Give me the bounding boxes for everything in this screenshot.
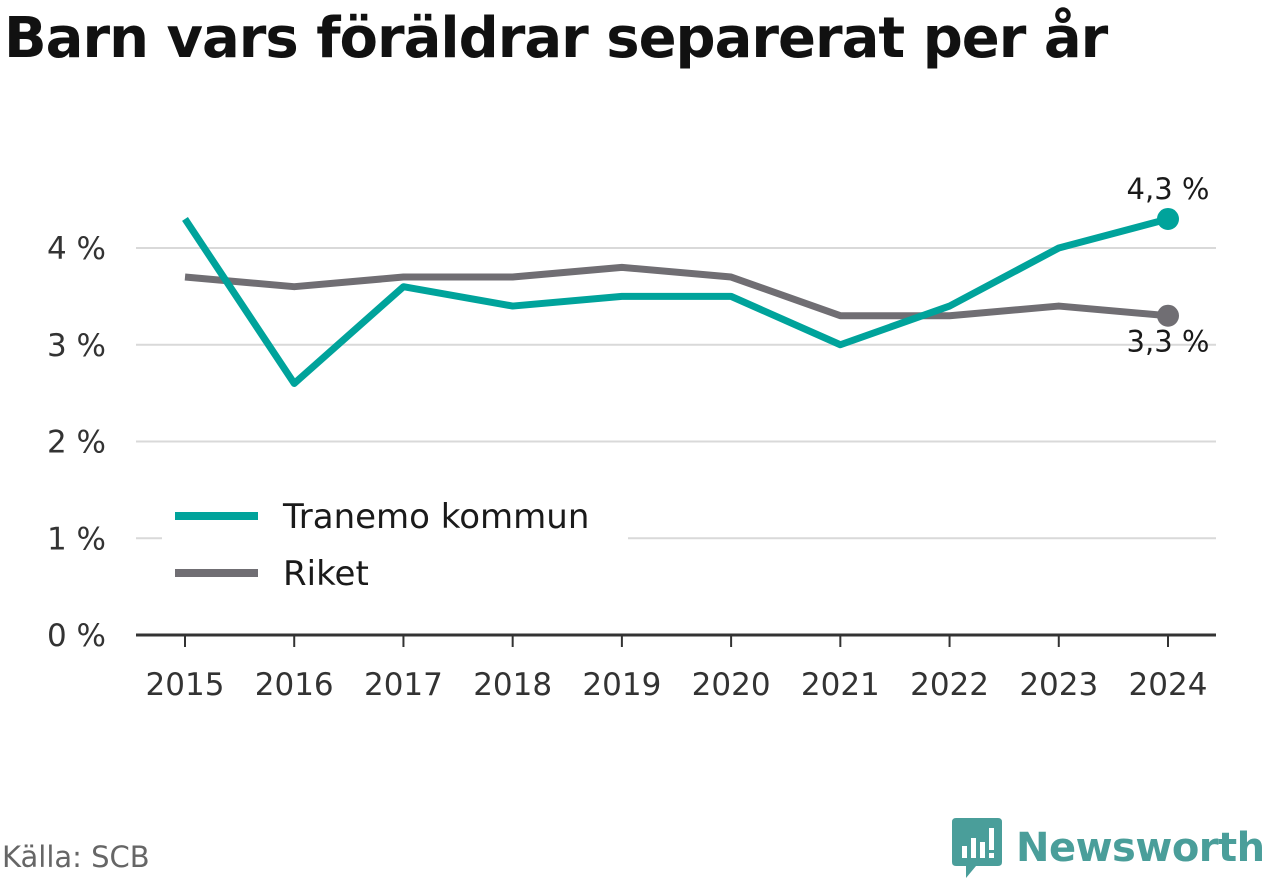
x-tick-label: 2021 xyxy=(801,667,880,703)
end-point-marker xyxy=(1157,304,1179,327)
legend-label: Tranemo kommun xyxy=(282,497,589,537)
y-tick-label: 1 % xyxy=(47,521,106,557)
y-tick-label: 2 % xyxy=(47,425,106,461)
x-tick-label: 2016 xyxy=(255,667,334,703)
end-label: 4,3 % xyxy=(1127,172,1210,206)
source-note: Källa: SCB xyxy=(2,840,150,874)
legend: Tranemo kommun Riket xyxy=(162,488,628,604)
chart-title: Barn vars föräldrar separerat per år xyxy=(4,6,1108,71)
legend-background xyxy=(162,488,628,604)
axes: 0 % 1 % 2 % 3 % 4 % 2015 2016 2017 2018 2019 2020 2… xyxy=(47,231,1216,703)
series-lines: 4,3 % 3,3 % xyxy=(182,172,1210,387)
x-tick-label: 2024 xyxy=(1129,667,1208,703)
y-tick-label: 3 % xyxy=(47,328,106,364)
x-tick-label: 2023 xyxy=(1019,667,1098,703)
end-point-marker xyxy=(1157,207,1179,230)
x-tick-label: 2017 xyxy=(364,667,443,703)
x-tick-label: 2015 xyxy=(146,667,225,703)
brand-name: Newsworthy xyxy=(1016,825,1262,871)
newsworthy-logo-icon xyxy=(952,818,1002,878)
series-line xyxy=(184,263,1169,320)
x-tick-label: 2022 xyxy=(910,667,989,703)
x-tick-label: 2018 xyxy=(473,667,552,703)
end-label: 3,3 % xyxy=(1127,325,1210,359)
x-tick-label: 2020 xyxy=(692,667,771,703)
legend-label: Riket xyxy=(283,554,369,594)
y-tick-label: 0 % xyxy=(47,618,106,654)
x-tick-label: 2019 xyxy=(582,667,661,703)
y-tick-label: 4 % xyxy=(47,231,106,267)
brand-logo: Newsworthy xyxy=(952,818,1262,878)
series-line xyxy=(182,215,1169,387)
